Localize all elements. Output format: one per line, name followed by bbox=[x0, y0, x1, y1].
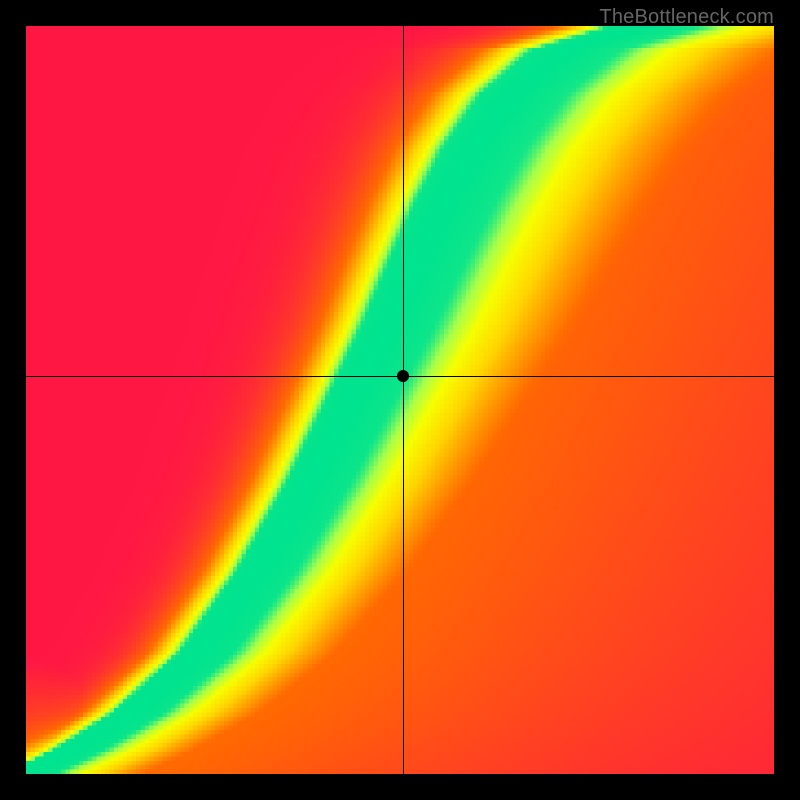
crosshair-marker bbox=[397, 370, 409, 382]
heatmap-canvas bbox=[26, 26, 774, 774]
plot-area bbox=[26, 26, 774, 774]
chart-container: TheBottleneck.com bbox=[0, 0, 800, 800]
crosshair-vertical bbox=[403, 26, 404, 774]
watermark-text: TheBottleneck.com bbox=[599, 6, 774, 29]
